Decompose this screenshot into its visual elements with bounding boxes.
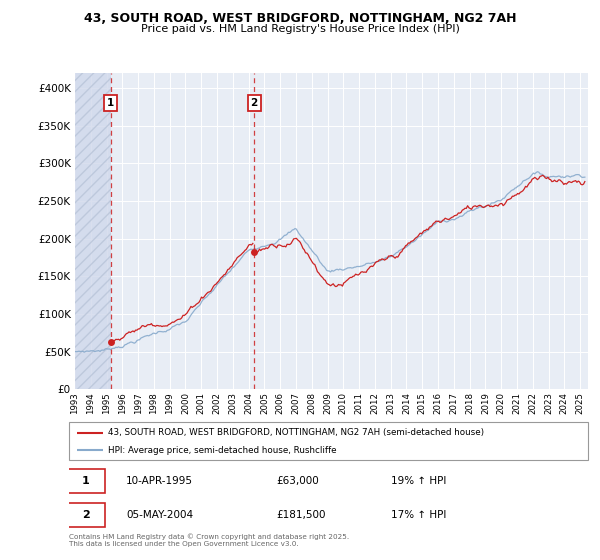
Text: 05-MAY-2004: 05-MAY-2004 xyxy=(126,510,193,520)
Text: £63,000: £63,000 xyxy=(277,476,319,486)
Text: HPI: Average price, semi-detached house, Rushcliffe: HPI: Average price, semi-detached house,… xyxy=(108,446,337,455)
Text: 1: 1 xyxy=(82,476,90,486)
Text: 10-APR-1995: 10-APR-1995 xyxy=(126,476,193,486)
Text: 2: 2 xyxy=(82,510,90,520)
FancyBboxPatch shape xyxy=(67,503,106,528)
Bar xyxy=(75,73,111,389)
FancyBboxPatch shape xyxy=(69,422,588,460)
Text: 1: 1 xyxy=(107,98,115,108)
FancyBboxPatch shape xyxy=(67,469,106,493)
Text: 43, SOUTH ROAD, WEST BRIDGFORD, NOTTINGHAM, NG2 7AH (semi-detached house): 43, SOUTH ROAD, WEST BRIDGFORD, NOTTINGH… xyxy=(108,428,484,437)
Text: £181,500: £181,500 xyxy=(277,510,326,520)
Text: 19% ↑ HPI: 19% ↑ HPI xyxy=(391,476,446,486)
Text: 17% ↑ HPI: 17% ↑ HPI xyxy=(391,510,446,520)
Text: 2: 2 xyxy=(251,98,258,108)
Text: Contains HM Land Registry data © Crown copyright and database right 2025.
This d: Contains HM Land Registry data © Crown c… xyxy=(69,533,349,547)
Text: 43, SOUTH ROAD, WEST BRIDGFORD, NOTTINGHAM, NG2 7AH: 43, SOUTH ROAD, WEST BRIDGFORD, NOTTINGH… xyxy=(84,12,516,25)
Text: Price paid vs. HM Land Registry's House Price Index (HPI): Price paid vs. HM Land Registry's House … xyxy=(140,24,460,34)
